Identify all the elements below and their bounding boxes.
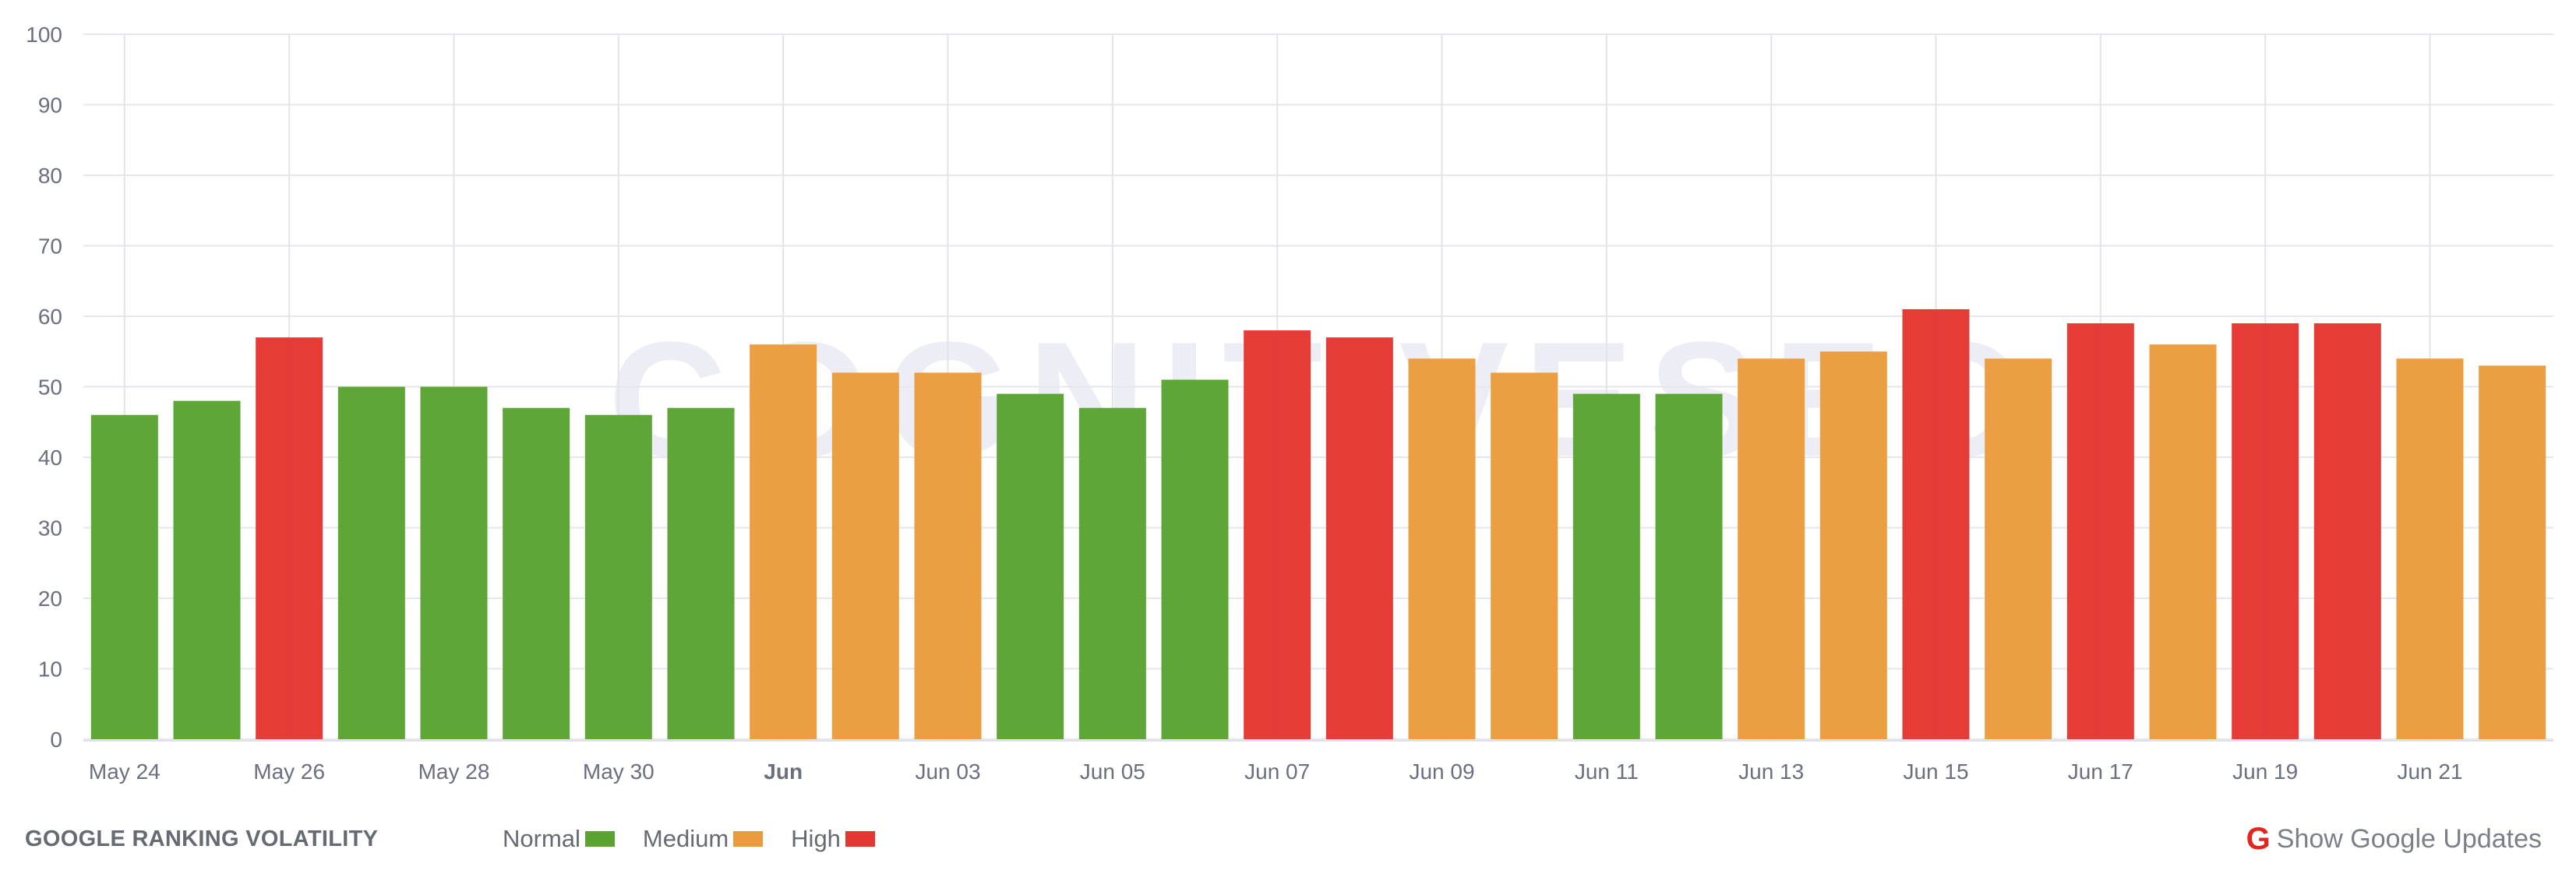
x-tick-label: Jun 19 <box>2232 759 2298 784</box>
y-tick-label: 30 <box>38 516 62 541</box>
x-tick-label: May 28 <box>418 759 490 784</box>
x-tick-label: Jun 15 <box>1903 759 1968 784</box>
legend-label: High <box>791 825 841 852</box>
y-tick-label: 40 <box>38 446 62 470</box>
y-tick-label: 60 <box>38 305 62 329</box>
bar-jun-21 <box>2396 358 2464 739</box>
x-tick-label: Jun 09 <box>1409 759 1474 784</box>
y-tick-label: 70 <box>38 234 62 259</box>
x-tick-label: Jun 05 <box>1080 759 1145 784</box>
bar-jun-19 <box>2232 323 2299 739</box>
show-google-updates-button[interactable]: G Show Google Updates <box>2246 822 2542 857</box>
show-google-updates-label: Show Google Updates <box>2276 824 2542 854</box>
legend: Normal Medium High <box>503 825 903 853</box>
bar-jun-10 <box>1491 372 1558 739</box>
bar-may-31 <box>667 407 735 739</box>
legend-label: Medium <box>642 825 729 852</box>
bar-may-29 <box>503 407 570 739</box>
x-tick-label: May 24 <box>89 759 161 784</box>
y-tick-label: 0 <box>50 728 62 752</box>
bar-jun-16 <box>1985 358 2052 739</box>
legend-swatch-normal <box>584 831 615 847</box>
bar-may-28 <box>420 386 488 739</box>
x-tick-label: Jun 07 <box>1244 759 1310 784</box>
bar-jun-18 <box>2149 344 2217 739</box>
bar-may-27 <box>337 386 405 739</box>
legend-swatch-medium <box>733 831 764 847</box>
y-tick-label: 100 <box>26 23 62 47</box>
bar-may-24 <box>90 414 158 739</box>
bar-jun-09 <box>1408 358 1476 739</box>
x-tick-label: Jun <box>764 759 803 784</box>
x-tick-label: Jun 17 <box>2068 759 2133 784</box>
bar-jun-04 <box>997 393 1064 739</box>
bar-jun-06 <box>1161 379 1229 739</box>
bar-jun-14 <box>1819 351 1887 739</box>
y-tick-label: 50 <box>38 375 62 400</box>
y-tick-label: 80 <box>38 164 62 188</box>
x-tick-label: Jun 21 <box>2397 759 2462 784</box>
bar-jun-17 <box>2066 323 2134 739</box>
bar-may-30 <box>584 414 652 739</box>
chart-footer: GOOGLE RANKING VOLATILITY Normal Medium … <box>0 822 2576 858</box>
legend-item-normal: Normal <box>503 825 615 853</box>
x-tick-label: Jun 11 <box>1575 759 1639 784</box>
bar-jun-05 <box>1078 407 1146 739</box>
x-tick-label: May 30 <box>583 759 655 784</box>
bar-jun-20 <box>2313 323 2381 739</box>
legend-item-medium: Medium <box>642 825 764 853</box>
x-tick-label: Jun 13 <box>1738 759 1804 784</box>
bar-jun-08 <box>1325 337 1393 739</box>
bar-may-25 <box>173 400 241 739</box>
x-tick-label: Jun 03 <box>915 759 980 784</box>
bar-jun-01 <box>750 344 817 739</box>
x-tick-label: May 26 <box>253 759 325 784</box>
chart-title: GOOGLE RANKING VOLATILITY <box>25 826 379 851</box>
legend-label: Normal <box>503 825 580 852</box>
bar-may-26 <box>256 337 323 739</box>
bar-jun-12 <box>1655 393 1723 739</box>
y-tick-label: 20 <box>38 587 62 611</box>
bar-jun-15 <box>1902 308 1970 739</box>
bar-jun-11 <box>1572 393 1640 739</box>
legend-item-high: High <box>791 825 875 853</box>
google-icon: G <box>2246 822 2271 856</box>
bar-jun-22 <box>2479 365 2546 739</box>
legend-swatch-high <box>845 831 875 847</box>
y-tick-label: 90 <box>38 93 62 118</box>
bar-jun-07 <box>1244 330 1311 740</box>
y-tick-label: 10 <box>38 657 62 682</box>
bar-jun-13 <box>1738 358 1805 739</box>
bar-jun-02 <box>831 372 899 739</box>
bar-jun-03 <box>914 372 982 739</box>
